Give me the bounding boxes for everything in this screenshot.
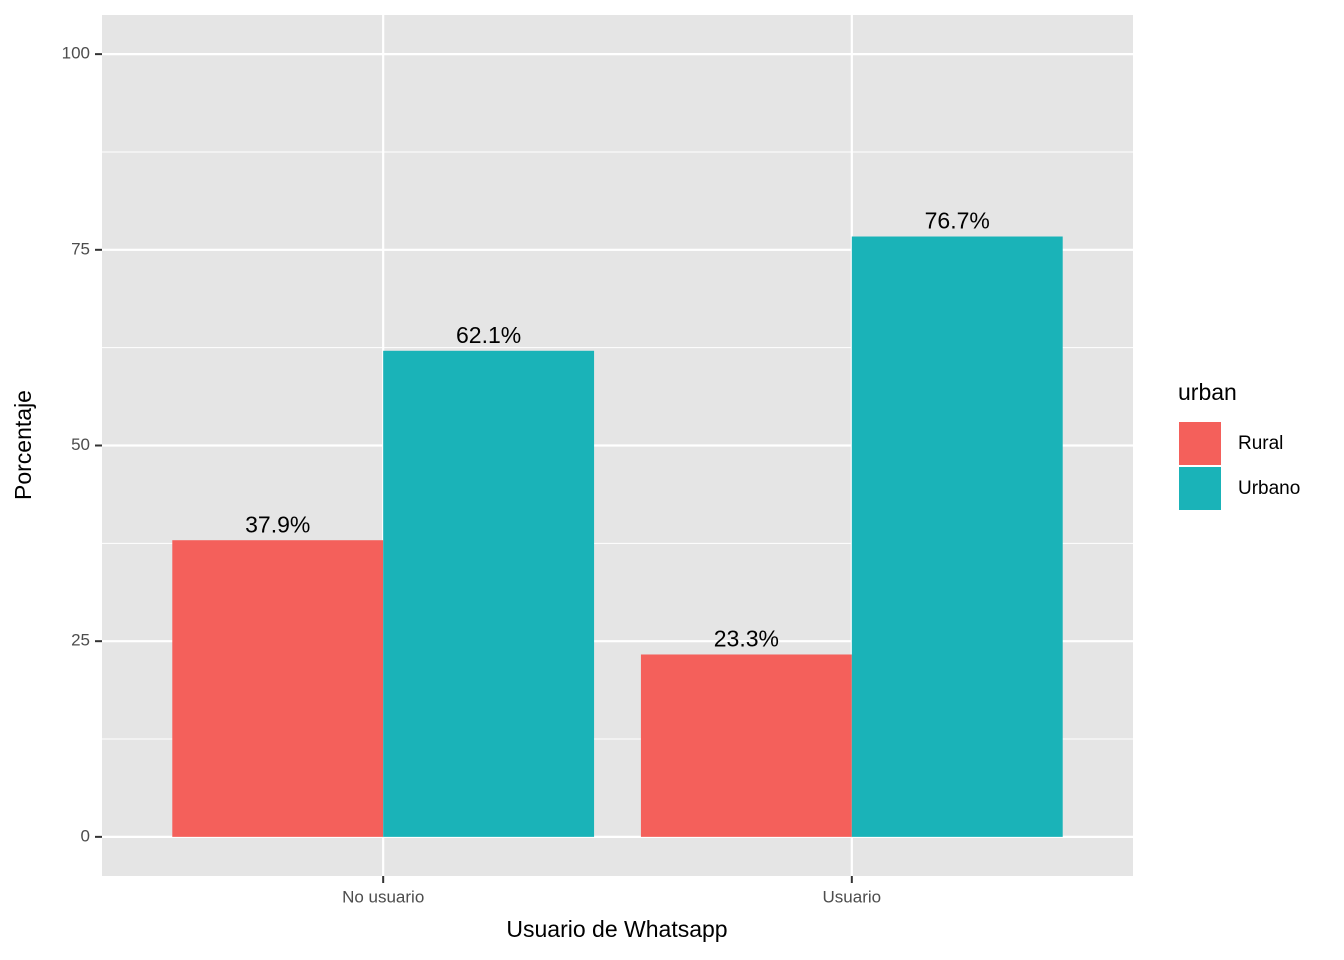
y-tick-label: 100 [62, 44, 90, 63]
x-axis-title: Usuario de Whatsapp [506, 916, 727, 942]
value-label: 23.3% [714, 626, 779, 652]
legend-key [1179, 467, 1221, 510]
value-label: 37.9% [245, 511, 310, 537]
y-tick-label: 50 [71, 435, 90, 454]
y-tick-label: 0 [81, 826, 90, 845]
y-tick-label: 75 [71, 239, 90, 258]
value-label: 76.7% [925, 208, 990, 234]
legend-label: Urbano [1238, 478, 1300, 499]
bar [383, 350, 595, 837]
legend-key [1179, 422, 1221, 465]
x-tick-label: Usuario [823, 887, 882, 906]
legend-title: urban [1178, 379, 1237, 405]
bar [640, 654, 852, 837]
y-tick-label: 25 [71, 631, 90, 650]
x-tick-label: No usuario [342, 887, 424, 906]
value-label: 62.1% [456, 322, 521, 348]
bar [851, 236, 1063, 837]
y-axis-title: Porcentaje [10, 390, 36, 500]
bar [172, 540, 384, 837]
legend-label: Rural [1238, 433, 1283, 454]
